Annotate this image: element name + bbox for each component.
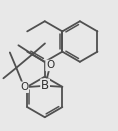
Text: O: O: [20, 82, 28, 92]
Text: B: B: [41, 79, 49, 92]
Text: O: O: [46, 60, 54, 70]
